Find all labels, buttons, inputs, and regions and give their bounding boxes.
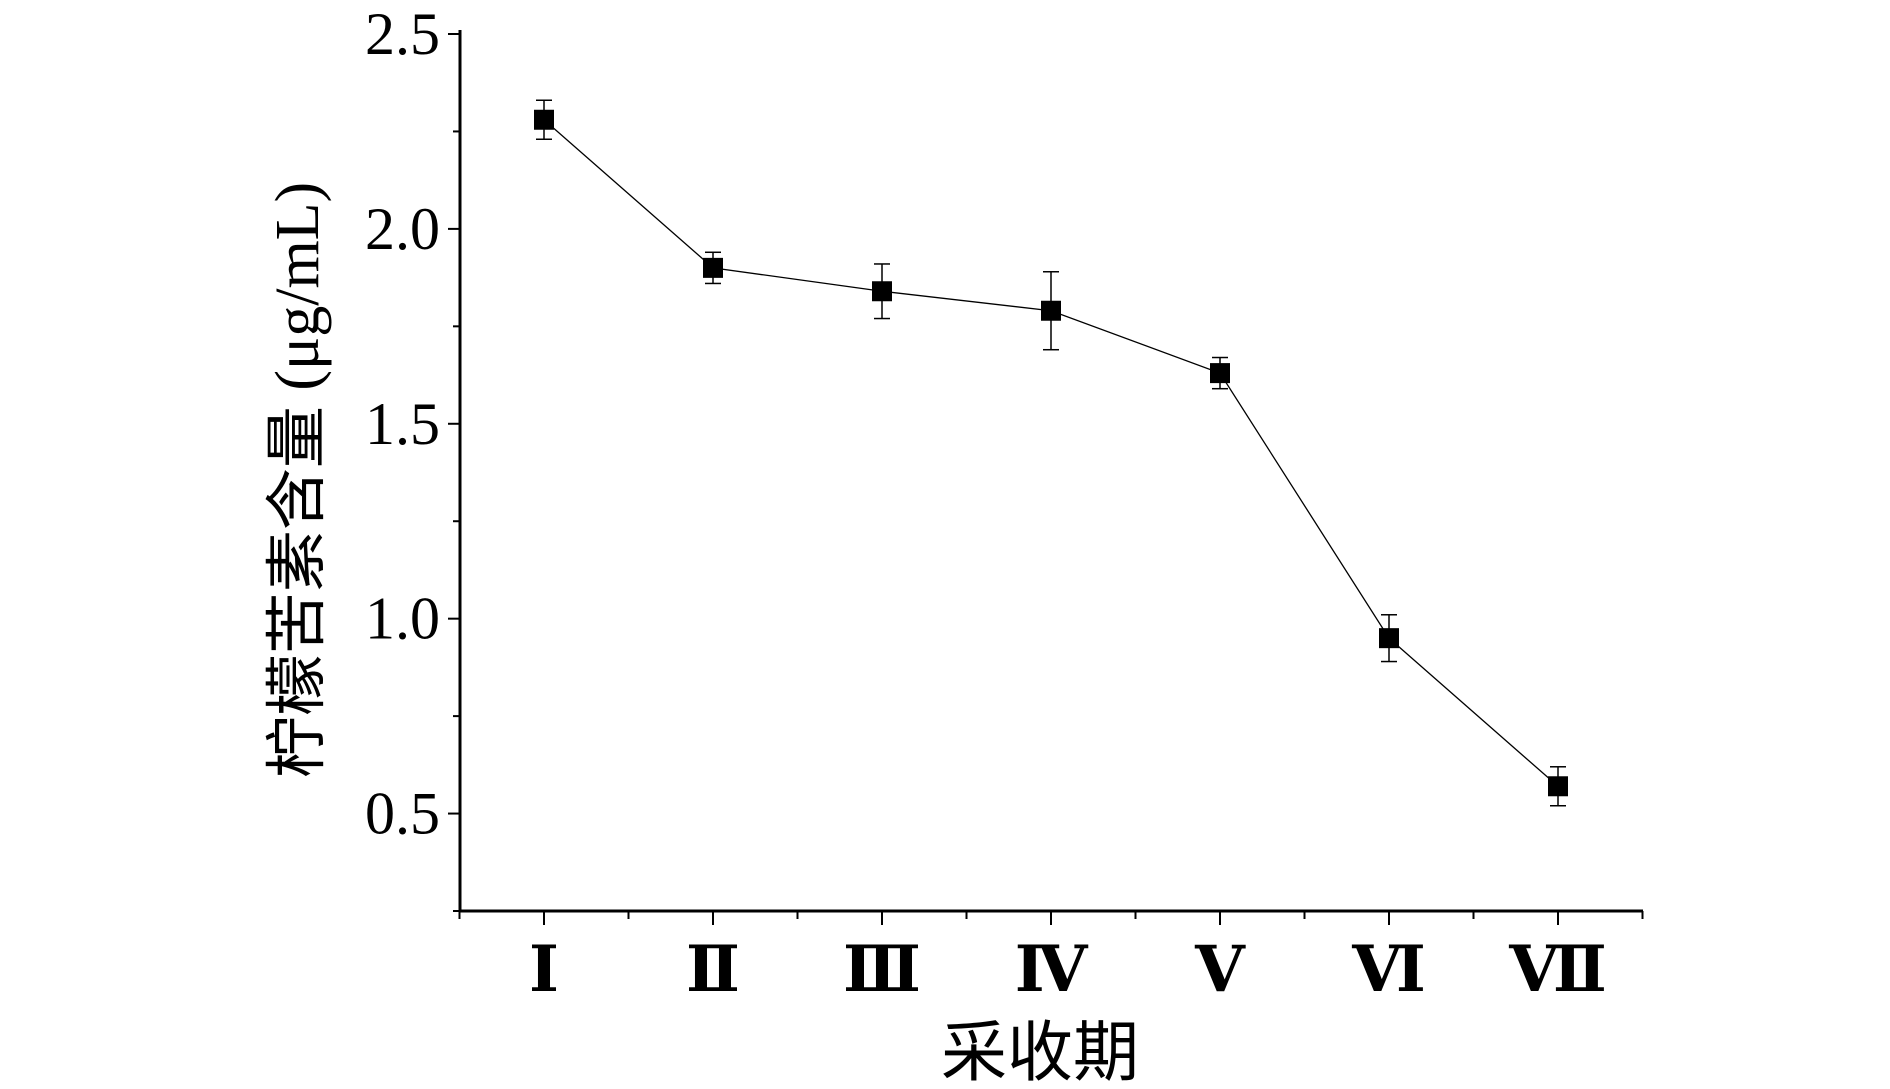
data-point [1379, 628, 1399, 649]
y-tick-label: 2.0 [365, 196, 440, 262]
data-point [1041, 300, 1061, 321]
data-point [534, 109, 554, 130]
x-tick-label: Ⅶ [1508, 934, 1607, 1005]
series-marks [534, 99, 1568, 807]
y-axis-label: 柠檬苦素含量 (μg/mL) [264, 182, 332, 778]
data-point [1210, 363, 1230, 384]
x-axis-label: 采收期 [941, 1017, 1139, 1089]
y-tick-label: 1.5 [365, 391, 440, 457]
axes: 0.5 1.0 1.5 2.0 2.5 Ⅰ Ⅱ Ⅲ Ⅳ Ⅴ Ⅵ Ⅶ [365, 1, 1644, 1005]
y-tick-label: 2.5 [365, 1, 440, 67]
x-tick-label: Ⅱ [686, 934, 740, 1005]
x-tick-label: Ⅳ [1015, 934, 1089, 1005]
series-line [543, 119, 1559, 787]
x-tick-label: Ⅵ [1351, 934, 1426, 1005]
data-point [872, 281, 892, 302]
y-tick-label: 0.5 [365, 781, 440, 847]
x-tick-label: Ⅴ [1194, 934, 1246, 1005]
data-point [703, 257, 723, 278]
x-tick-label: Ⅰ [529, 934, 559, 1005]
y-tick-label: 1.0 [365, 586, 440, 652]
data-point [1548, 776, 1568, 797]
x-tick-label: Ⅲ [843, 934, 921, 1005]
